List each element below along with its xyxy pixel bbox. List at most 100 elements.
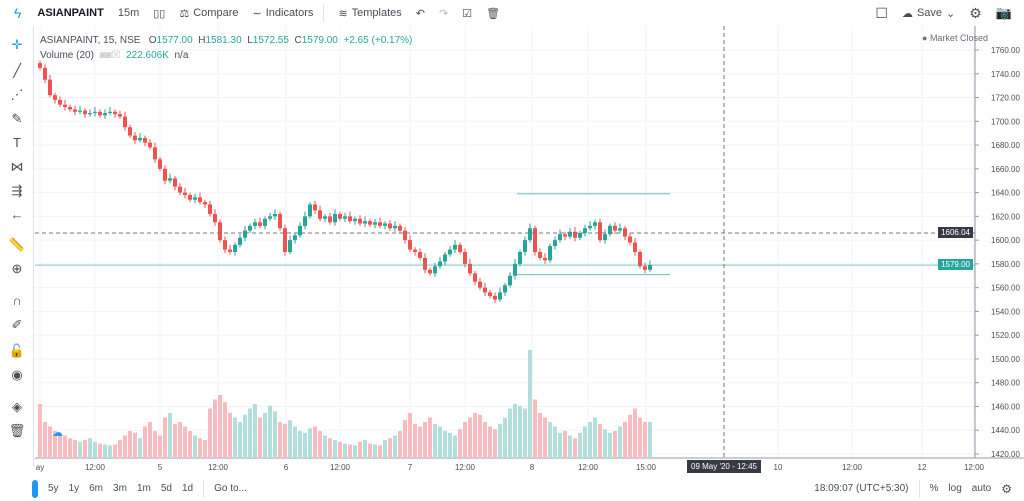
clock[interactable]: 18:09:07 (UTC+5:30) [814, 483, 909, 494]
volume-bar [78, 441, 82, 458]
text-icon[interactable]: T [13, 135, 21, 150]
volume-bar [488, 426, 492, 458]
candle-body [93, 111, 97, 113]
compare-button[interactable]: ⚖ Compare [179, 7, 238, 20]
percent-toggle[interactable]: % [929, 483, 939, 494]
gear-icon[interactable]: ⚙ [969, 4, 982, 21]
trend-line-icon[interactable]: ╱ [13, 63, 21, 78]
volume-bar [188, 431, 192, 458]
collapse-handle[interactable] [32, 479, 38, 498]
candle-body [513, 263, 517, 276]
zoom-in-icon[interactable]: ⊕ [11, 261, 23, 276]
cloud-icon: ☁ [901, 7, 913, 20]
volume-bar [168, 413, 172, 458]
camera-icon[interactable]: 📷 [995, 5, 1012, 20]
auto-toggle[interactable]: auto [971, 483, 992, 494]
volume-bar [533, 399, 537, 458]
volume-bar [398, 431, 402, 458]
candle-body [598, 222, 602, 241]
range-5y[interactable]: 5y [48, 483, 59, 494]
save-button[interactable]: ☁ Save ⌄ [902, 7, 955, 20]
ruler-icon[interactable]: 📏 [8, 237, 26, 252]
undo-icon[interactable]: ↶ [415, 7, 425, 20]
unlock-icon[interactable]: 🔓 [8, 343, 26, 358]
candle-body [123, 116, 127, 128]
volume-bar [453, 435, 457, 458]
volume-bar [638, 417, 642, 458]
dividend-cloud-icon: ☁ [52, 427, 63, 439]
candle-body [88, 112, 92, 115]
candle-body [413, 249, 417, 252]
trash-icon[interactable]: 🗑 [486, 7, 501, 20]
low-label: L [247, 35, 253, 46]
volume-controls-icon[interactable]: ◙◙☒ [99, 50, 121, 61]
templates-button[interactable]: ≋ Templates [338, 7, 401, 20]
candle-body [113, 111, 117, 115]
series-title[interactable]: ASIANPAINT, 15, NSE [40, 35, 141, 46]
layers-icon[interactable]: ◈ [12, 399, 22, 414]
eye-icon[interactable]: ◉ [11, 367, 23, 382]
back-arrow-icon[interactable]: ← [10, 207, 24, 222]
range-1y[interactable]: 1y [68, 483, 80, 494]
range-1m[interactable]: 1m [136, 483, 151, 494]
volume-bar [538, 413, 542, 458]
volume-bar [633, 408, 637, 458]
candle-body [63, 104, 67, 108]
layout-icon[interactable]: ☐ [875, 4, 888, 21]
log-toggle[interactable]: log [948, 483, 962, 494]
lightning-icon[interactable]: ϟ [14, 5, 22, 21]
lock-drawing-icon[interactable]: ✐ [11, 317, 23, 332]
redo-icon[interactable]: ↷ [438, 7, 449, 20]
candle-body [258, 222, 262, 226]
pattern-icon[interactable]: ⋈ [10, 159, 24, 174]
settings-icon[interactable]: ⚙ [1001, 481, 1012, 496]
candle-body [518, 252, 522, 264]
x-tick-label: 7 [408, 463, 413, 472]
goto-button[interactable]: Go to... [214, 483, 247, 494]
candle-body [583, 228, 587, 233]
volume-bar [183, 426, 187, 458]
candle-body [383, 223, 387, 226]
crosshair-icon[interactable]: ✛ [11, 37, 23, 52]
volume-bar [88, 438, 92, 458]
indicators-button[interactable]: ∼ Indicators [252, 7, 313, 20]
trash-all-icon[interactable]: 🗑 [8, 423, 26, 438]
symbol-search[interactable]: ASIANPAINT [37, 7, 104, 19]
interval-button[interactable]: 15m [117, 7, 140, 19]
price-chart[interactable]: 1760.00 1740.00 1720.00 1700.00 1680.00 1660.… [0, 0, 1024, 476]
brush-icon[interactable]: ✎ [11, 111, 23, 126]
y-tick-label: 1660.00 [991, 165, 1020, 174]
candle-body [353, 218, 357, 222]
volume-bar [48, 426, 52, 458]
candle-body [503, 285, 507, 293]
candle-body [433, 266, 437, 274]
drawing-toolbar: ✛ ╱ ⋰ ✎ T ⋈ ⇶ ← 📏 ⊕ ∩ ✐ 🔓 ◉ ◈ 🗑 [0, 26, 34, 466]
range-1d[interactable]: 1d [181, 483, 194, 494]
range-3m[interactable]: 3m [113, 483, 127, 494]
volume-bar [333, 440, 337, 458]
range-6m[interactable]: 6m [89, 483, 104, 494]
volume-bar [623, 422, 627, 458]
candle-body [283, 228, 287, 252]
prediction-icon[interactable]: ⇶ [11, 183, 23, 198]
candle-body [423, 257, 427, 270]
candle-style-icon[interactable]: ▯▯ [153, 7, 166, 20]
candle-body [68, 107, 72, 110]
volume-title[interactable]: Volume (20) [40, 50, 94, 61]
candle-body [188, 194, 192, 200]
candle-body [38, 63, 42, 68]
candle-body [73, 109, 77, 112]
y-tick-label: 1580.00 [991, 260, 1020, 269]
x-tick-label: 12:00 [964, 463, 985, 472]
volume-bar [503, 417, 507, 458]
x-tick-label: 8 [530, 463, 535, 472]
chevron-down-icon: ⌄ [946, 7, 956, 20]
x-tick-label: 12:00 [578, 463, 599, 472]
range-5d[interactable]: 5d [160, 483, 172, 494]
checkbox-icon[interactable]: ☑ [462, 7, 473, 20]
fib-icon[interactable]: ⋰ [10, 87, 24, 102]
magnet-icon[interactable]: ∩ [12, 293, 22, 308]
volume-bar [513, 404, 517, 458]
market-status-label: Market Closed [929, 33, 988, 43]
compare-label: Compare [193, 7, 239, 19]
